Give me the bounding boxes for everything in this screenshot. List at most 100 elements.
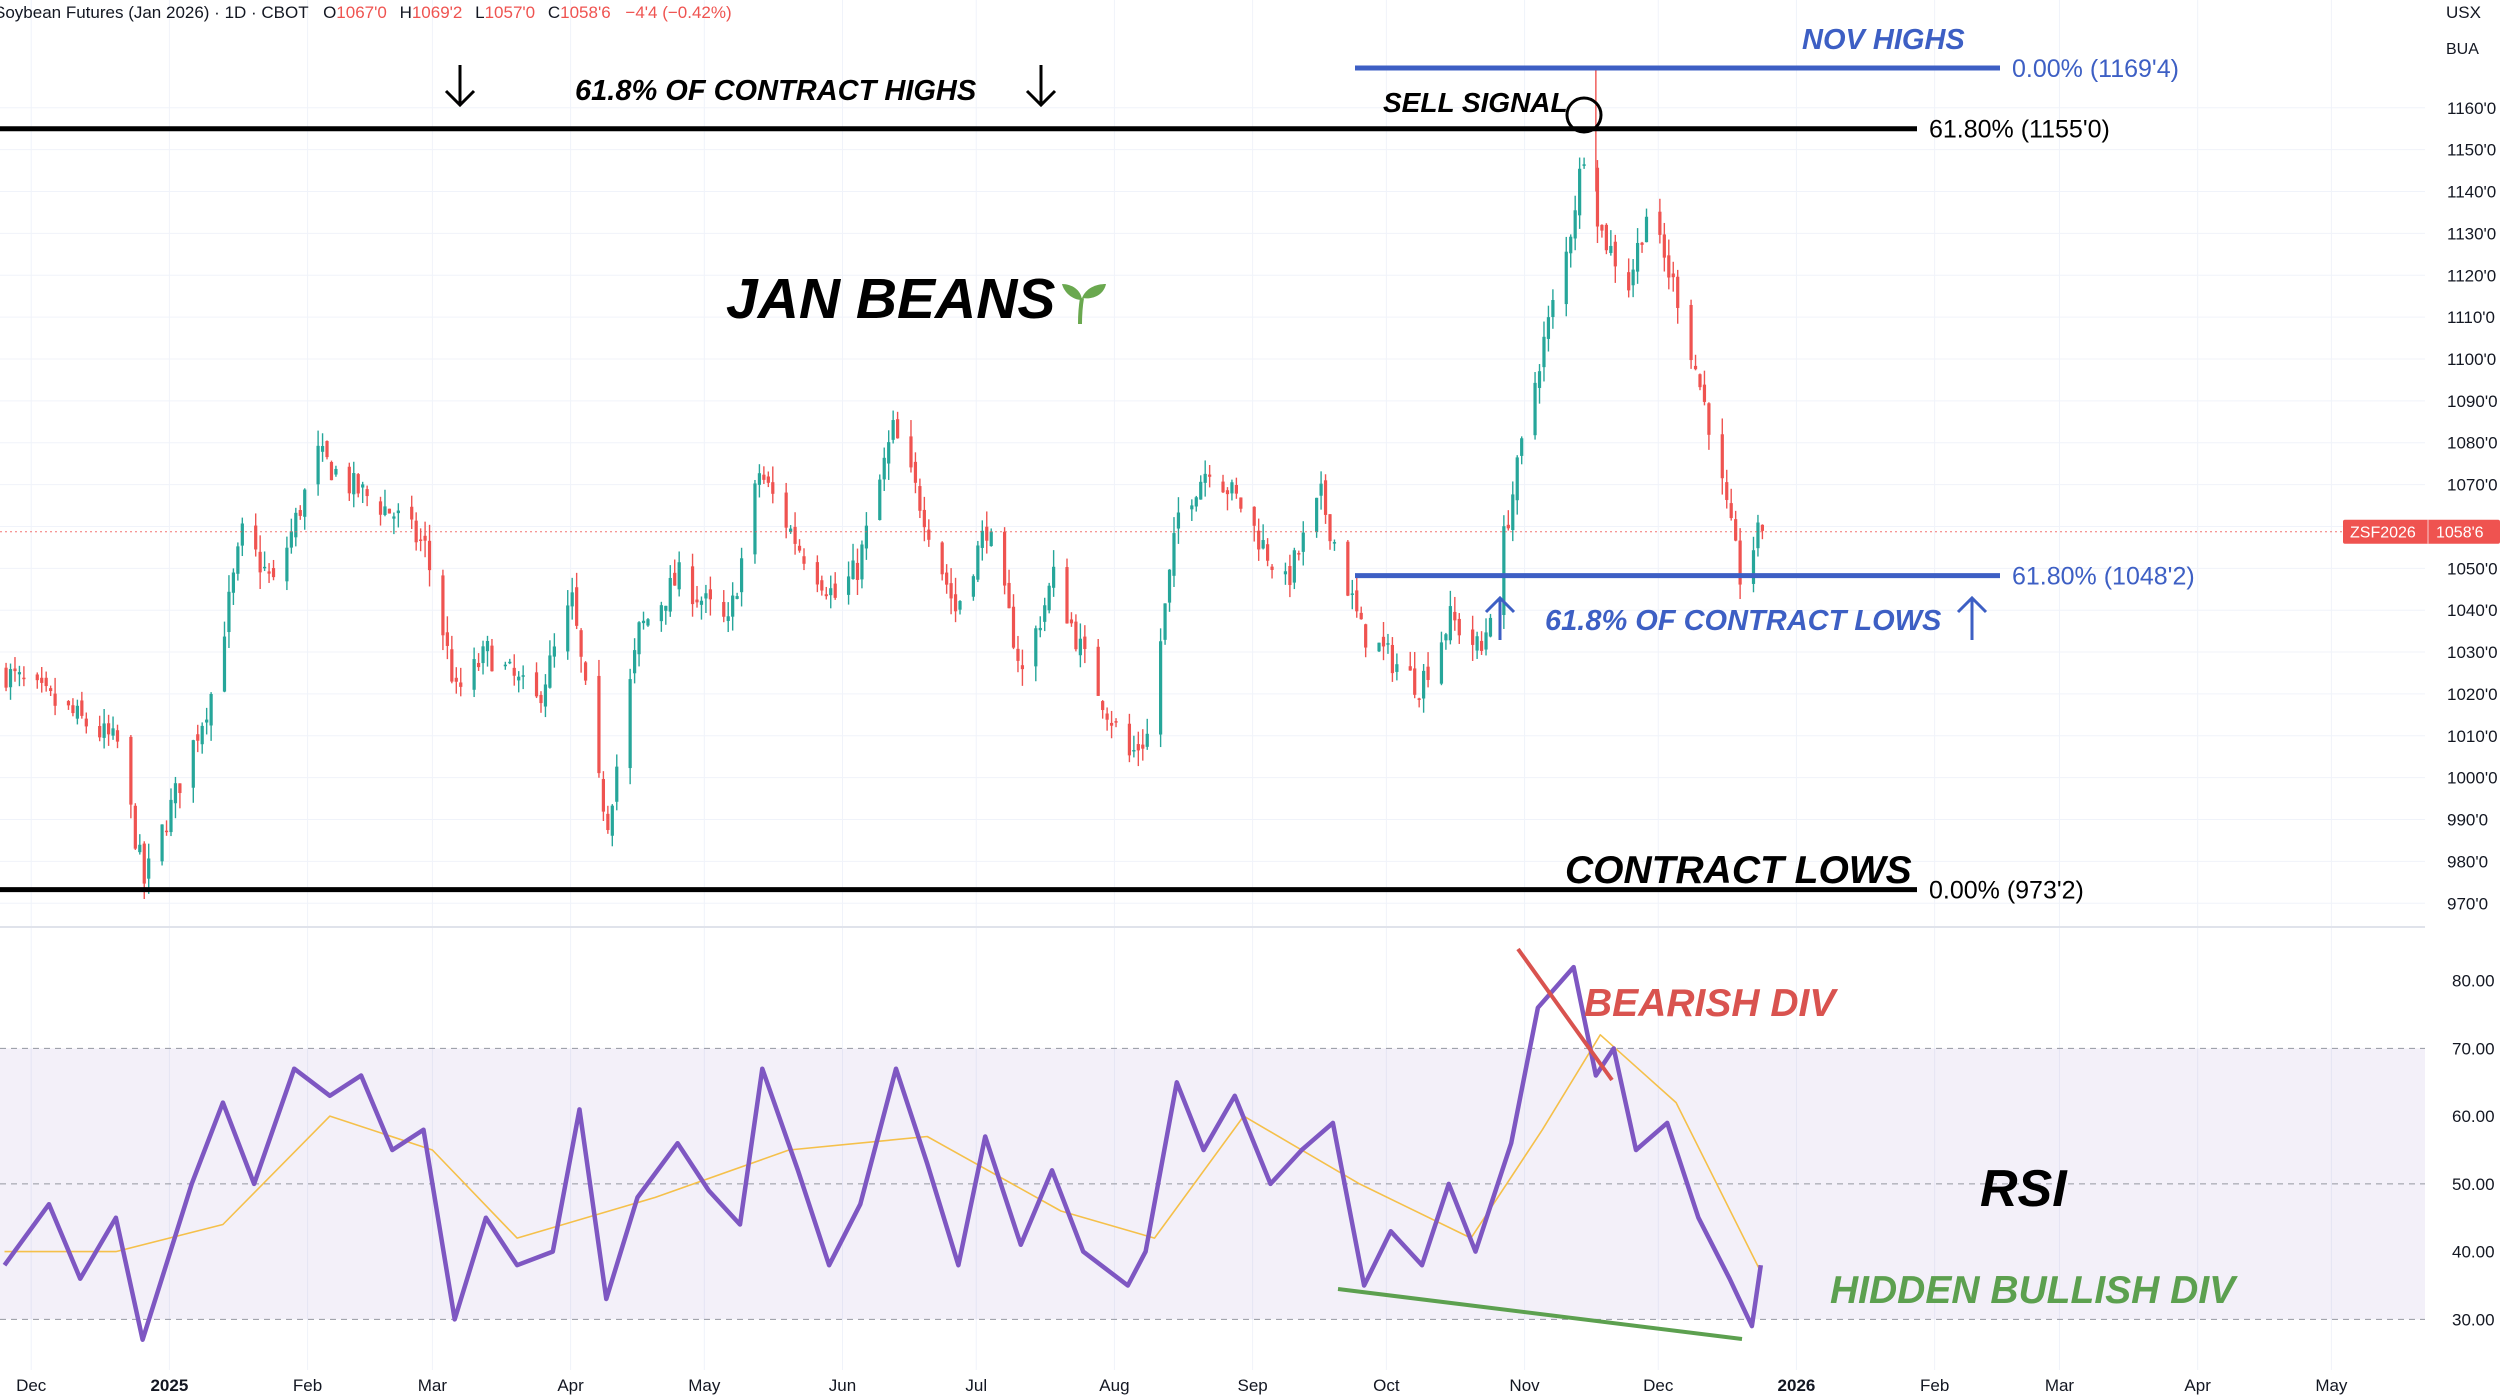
candle-body <box>552 646 556 657</box>
candle-body <box>1627 272 1631 291</box>
candle-body <box>1381 636 1386 647</box>
candle-body <box>815 562 819 585</box>
candle-body <box>44 677 48 687</box>
candle-body <box>1502 526 1506 616</box>
candle-body <box>793 526 797 544</box>
candle-body <box>918 486 922 511</box>
candle-body <box>236 546 240 574</box>
rsi-tick-label: 80.00 <box>2452 972 2495 991</box>
candle-body <box>615 766 619 802</box>
price-tick-label: 1160'0 <box>2447 99 2496 118</box>
candle-body <box>1096 646 1100 696</box>
candle-body <box>35 674 39 681</box>
candle-body <box>1221 481 1225 493</box>
candle-body <box>1043 605 1047 622</box>
rsi-tick-label: 60.00 <box>2452 1107 2495 1126</box>
candle-body <box>882 457 886 480</box>
candle-body <box>285 547 289 582</box>
candle-body <box>1069 619 1074 624</box>
candle-body <box>133 805 137 849</box>
candle-body <box>17 672 22 675</box>
open-label: O <box>323 3 336 22</box>
candle-body <box>731 595 735 617</box>
candle-body <box>1395 664 1399 672</box>
candle-body <box>361 484 365 488</box>
contract-lows-618-fib-label: 61.80% (1048'2) <box>2012 563 2195 591</box>
candlesticks <box>4 68 1765 900</box>
candle-body <box>628 679 632 769</box>
candle-body <box>1350 593 1354 595</box>
time-axis[interactable]: Dec 2025 Feb Mar Apr May Jun Jul Aug Sep Oct Nov Dec… <box>16 1376 2348 1395</box>
candle-body <box>365 489 369 497</box>
candle-body <box>1546 317 1551 339</box>
candle-body <box>1386 643 1390 645</box>
down-arrow-icon <box>444 65 476 108</box>
nov-highs-label: NOV HIGHS <box>1802 24 1965 56</box>
candle-body <box>1729 503 1733 519</box>
candle-body <box>383 506 387 516</box>
candle-body <box>1604 224 1608 251</box>
candle-body <box>1537 371 1542 388</box>
rsi-axis[interactable]: 30.00 40.00 50.00 60.00 70.00 80.00 <box>2452 972 2495 1330</box>
candle-body <box>1439 642 1444 684</box>
candle-body <box>1208 474 1212 477</box>
candle-body <box>1702 384 1707 402</box>
candle-body <box>472 659 476 690</box>
candle-body <box>129 736 133 805</box>
candle-body <box>1199 481 1203 500</box>
candle-body <box>913 461 918 483</box>
candle-body <box>1364 624 1368 648</box>
candle-body <box>1631 269 1635 286</box>
candle-body <box>1301 532 1305 552</box>
candle-body <box>1578 168 1582 216</box>
candle-body <box>1020 665 1025 670</box>
candle-body <box>1034 628 1038 667</box>
change-value: −4'4 (−0.42%) <box>625 3 731 22</box>
candle-body <box>485 640 490 652</box>
fib-levels[interactable]: 0.00% (1169'4) 61.80% (1155'0) 61.80% (104… <box>0 55 2195 905</box>
candle-body <box>329 462 334 481</box>
down-arrow-icon <box>1025 65 1057 108</box>
price-tag-symbol: ZSF2026 <box>2350 525 2416 542</box>
candle-body <box>147 858 151 879</box>
candle-body <box>450 649 454 682</box>
candle-body <box>1127 723 1132 756</box>
candle-body <box>115 730 120 742</box>
rsi-label: RSI <box>1980 1160 2068 1218</box>
price-axis[interactable]: 970'0 980'0 990'0 1000'0 1010'0 1020'0 1030'0 1… <box>2447 99 2498 913</box>
candle-body <box>441 575 445 636</box>
time-tick-label: Oct <box>1373 1376 1400 1395</box>
candle-body <box>695 599 699 603</box>
price-tag: ZSF2026 1058'6 <box>2343 519 2500 544</box>
candle-body <box>205 719 209 723</box>
candle-body <box>1297 553 1301 555</box>
time-tick-label: May <box>2315 1376 2348 1395</box>
candle-body <box>1448 606 1452 641</box>
candle-body <box>1261 540 1265 549</box>
candle-body <box>258 551 262 573</box>
candle-body <box>945 572 949 585</box>
close-value: 1058'6 <box>560 3 611 22</box>
candle-body <box>1738 540 1742 585</box>
candle-body <box>722 601 726 617</box>
candle-body <box>1132 749 1136 752</box>
price-tick-label: 1110'0 <box>2447 308 2495 327</box>
unit-label: BUA <box>2446 41 2479 58</box>
candle-body <box>606 813 610 831</box>
grid <box>0 0 2425 1370</box>
candle-body <box>1551 300 1555 318</box>
candle-body <box>325 441 329 458</box>
candle-body <box>22 677 26 680</box>
price-tick-label: 970'0 <box>2447 894 2488 913</box>
price-tick-label: 1140'0 <box>2447 183 2496 202</box>
time-tick-label: Jun <box>829 1376 856 1395</box>
candle-body <box>1007 582 1011 609</box>
time-tick-label: Nov <box>1509 1376 1540 1395</box>
candle-body <box>396 510 400 514</box>
candle-body <box>878 479 882 521</box>
candle-body <box>1582 164 1586 166</box>
candle-body <box>1725 482 1729 500</box>
candle-body <box>1676 276 1680 308</box>
candle-body <box>1413 668 1417 695</box>
